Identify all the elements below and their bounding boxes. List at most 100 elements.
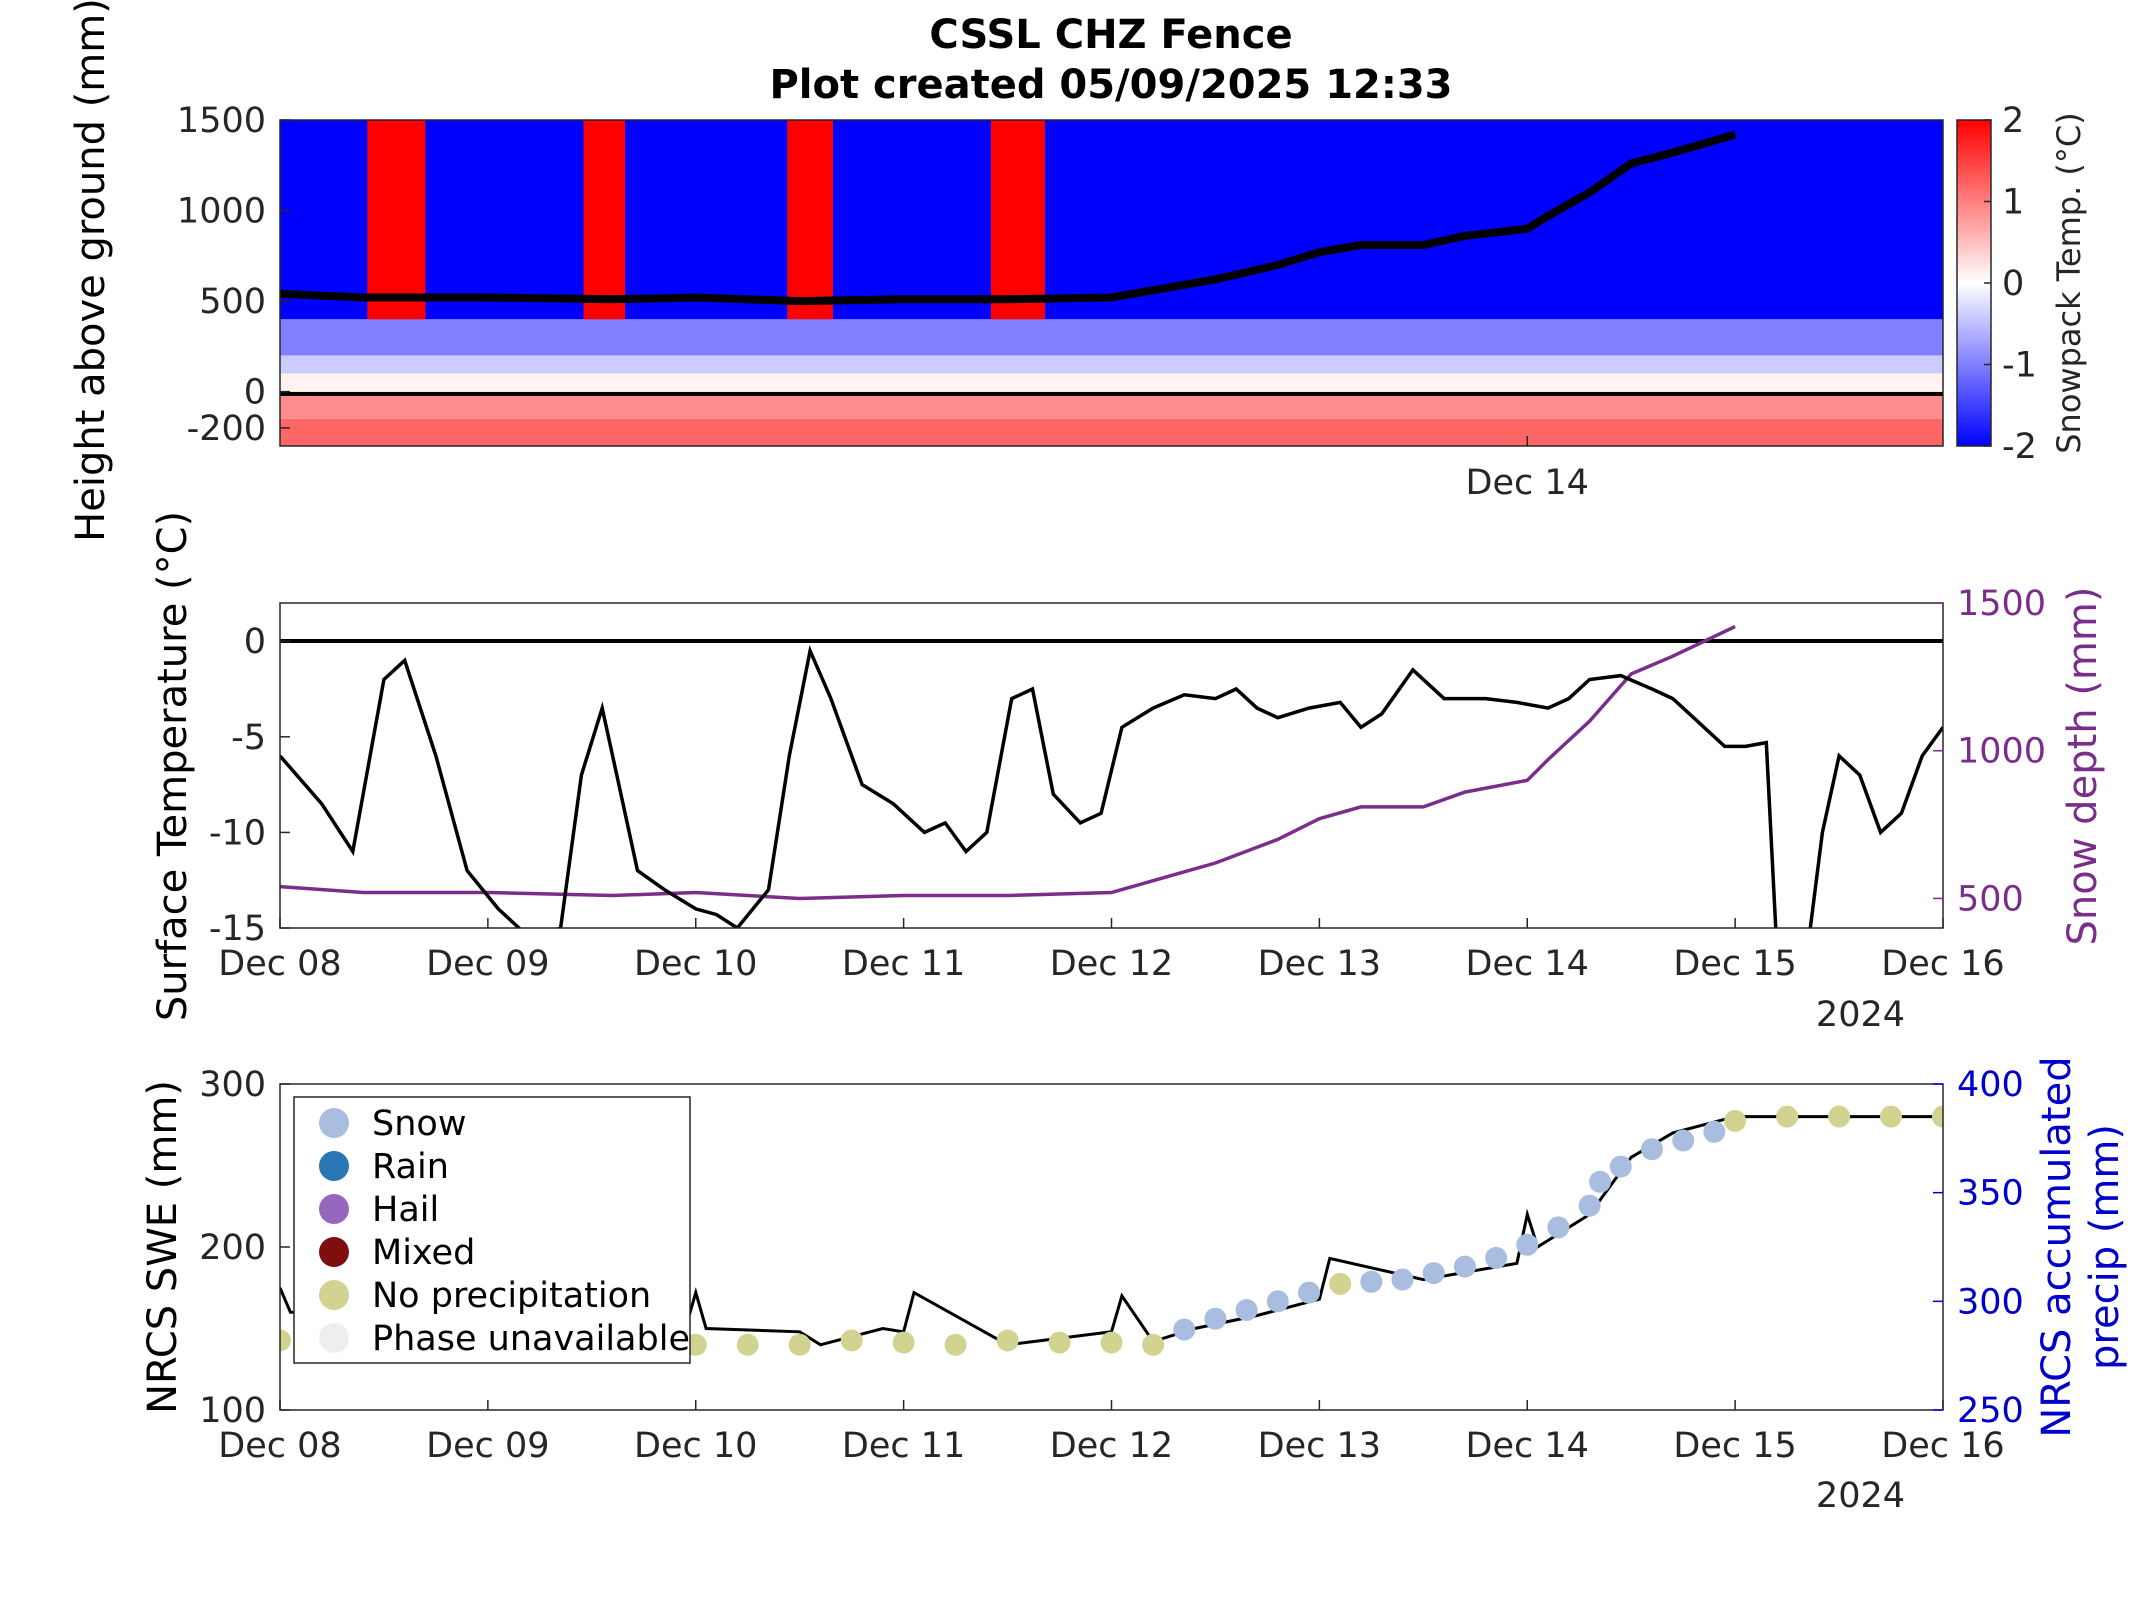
- surface-temp-x-tick-5: Dec 13: [1258, 944, 1381, 984]
- precip-y-axis-label-line1: NRCS accumulated: [2034, 1056, 2080, 1437]
- legend-marker-2: [319, 1194, 349, 1224]
- swe-x-tick-4: Dec 12: [1050, 1426, 1173, 1466]
- snow-depth-line: [280, 625, 1736, 901]
- precip-y-tick-0: 400: [1957, 1065, 2024, 1105]
- legend-marker-1: [319, 1151, 349, 1181]
- warm-band-0: [367, 120, 426, 320]
- swe-y-tick-1: 200: [199, 1228, 266, 1268]
- heatmap-snow-depth-line: [280, 130, 1737, 306]
- swe-x-tick-8: Dec 16: [1881, 1426, 2004, 1466]
- swe-y-ticks: 300 200 100: [199, 1065, 290, 1431]
- surface-temp-y-tick-1: -5: [231, 718, 266, 758]
- snow-depth-y-axis-label: Snow depth (mm): [2060, 587, 2106, 946]
- heatmap-layer-1: [280, 391, 1943, 419]
- legend-box: [293, 1096, 691, 1364]
- precip-point-21: [1266, 1290, 1289, 1313]
- colorbar-tick-3: -1: [2002, 346, 2037, 386]
- precip-y-tick-2: 300: [1957, 1282, 2024, 1322]
- precip-point-12: [892, 1331, 915, 1354]
- precip-point-36: [1703, 1120, 1726, 1143]
- precip-y-axis-label-line2: precip (mm): [2082, 1124, 2128, 1370]
- precip-point-10: [788, 1333, 811, 1356]
- warm-band-1: [583, 120, 626, 320]
- heatmap-layer-3: [280, 355, 1943, 374]
- chart-title-line1: CSSL CHZ Fence: [929, 12, 1292, 58]
- heatmap-x-tick-0: Dec 14: [1466, 463, 1589, 503]
- colorbar-tick-0: 2: [2002, 101, 2024, 141]
- precip-point-25: [1391, 1268, 1414, 1291]
- legend-marker-4: [319, 1280, 349, 1310]
- surface-temperature-line: [280, 644, 1943, 928]
- precip-point-38: [1776, 1105, 1799, 1128]
- heatmap-x-ticks: Dec 14: [1466, 436, 1589, 503]
- surface-temp-y-tick-0: 0: [244, 622, 266, 662]
- surface-temp-y-tick-2: -10: [209, 813, 266, 853]
- surface-temp-x-tick-8: Dec 16: [1881, 944, 2004, 984]
- precip-point-20: [1235, 1299, 1258, 1321]
- snow-depth-y-tick-2: 500: [1957, 879, 2024, 919]
- legend-entry-5: Phase unavailable: [372, 1319, 690, 1359]
- precip-point-0: [280, 1329, 291, 1352]
- swe-x-tick-2: Dec 10: [634, 1426, 757, 1466]
- swe-y-axis-label: NRCS SWE (mm): [140, 1080, 186, 1414]
- precip-point-19: [1204, 1307, 1227, 1330]
- swe-y-tick-0: 300: [199, 1065, 266, 1105]
- precip-point-40: [1880, 1105, 1902, 1128]
- heatmap-y-tick-4: -200: [187, 409, 266, 449]
- precip-point-39: [1828, 1105, 1851, 1128]
- precip-point-17: [1142, 1333, 1165, 1356]
- precip-point-32: [1589, 1170, 1611, 1193]
- precip-y-tick-1: 350: [1957, 1174, 2024, 1214]
- colorbar-tick-2: 0: [2002, 264, 2024, 304]
- snow-depth-y-tick-0: 1500: [1957, 584, 2046, 624]
- surface-temp-x-tick-1: Dec 09: [426, 944, 549, 984]
- precip-point-9: [736, 1333, 759, 1356]
- snow-depth-y-tick-1: 1000: [1957, 732, 2046, 772]
- heatmap-y-ticks: 1500 1000 500 0-200: [177, 101, 290, 449]
- precip-y-tick-3: 250: [1957, 1391, 2024, 1431]
- precip-point-13: [944, 1333, 967, 1356]
- heatmap-y-axis-label: Height above ground (mm): [68, 0, 114, 542]
- surface-temp-x-tick-2: Dec 10: [634, 944, 757, 984]
- precip-point-15: [1048, 1331, 1071, 1354]
- surface-temp-y-ticks: 0 -5 -10 -15: [209, 622, 290, 949]
- surface-temp-x-ticks: Dec 08 Dec 09 Dec 10 Dec 11 Dec 12 Dec 13 Dec …: [218, 918, 2005, 984]
- swe-x-ticks: Dec 08 Dec 09 Dec 10 Dec 11 Dec 12 Dec 13 Dec …: [218, 1400, 2005, 1466]
- swe-panel: 300 200 100 400 350 300 250 Dec 08 Dec 09 Dec 1…: [140, 1056, 2128, 1516]
- precip-point-26: [1422, 1262, 1445, 1285]
- surface-temp-panel: 0 -5 -10 -15 1500 1000 500 Dec 08 Dec 09 Dec 10…: [150, 511, 2106, 1035]
- swe-year-label: 2024: [1816, 1476, 1905, 1516]
- surface-temp-x-tick-0: Dec 08: [218, 944, 341, 984]
- surface-temp-x-tick-6: Dec 14: [1466, 944, 1589, 984]
- legend-marker-5: [319, 1323, 349, 1353]
- precip-point-31: [1578, 1194, 1601, 1217]
- precip-point-23: [1329, 1272, 1352, 1295]
- legend-entry-2: Hail: [372, 1190, 439, 1230]
- colorbar-label: Snowpack Temp. (°C): [2050, 112, 2088, 454]
- colorbar-tick-1: 1: [2002, 183, 2024, 223]
- swe-x-tick-7: Dec 15: [1673, 1426, 1796, 1466]
- surface-temp-y-axis-label: Surface Temperature (°C): [150, 511, 196, 1021]
- precip-point-41: [1932, 1105, 1943, 1128]
- legend-entry-1: Rain: [372, 1147, 449, 1187]
- swe-x-tick-1: Dec 09: [426, 1426, 549, 1466]
- surface-temp-x-tick-4: Dec 12: [1050, 944, 1173, 984]
- precip-point-22: [1298, 1281, 1320, 1304]
- heatmap-y-tick-3: 0: [244, 373, 266, 413]
- snow-depth-y-ticks: 1500 1000 500: [1933, 584, 2046, 919]
- heatmap-warm-bands: [367, 120, 1045, 320]
- precip-point-28: [1485, 1246, 1508, 1269]
- heatmap-layer-0: [280, 418, 1943, 446]
- surface-temp-year-label: 2024: [1816, 995, 1905, 1035]
- heatmap-layer-4: [280, 319, 1943, 356]
- swe-y-tick-2: 100: [199, 1391, 266, 1431]
- surface-temp-x-tick-3: Dec 11: [842, 944, 965, 984]
- swe-x-tick-0: Dec 08: [218, 1426, 341, 1466]
- chart-title-line2: Plot created 05/09/2025 12:33: [769, 62, 1452, 108]
- legend-entry-3: Mixed: [372, 1233, 475, 1273]
- precip-y-ticks: 400 350 300 250: [1933, 1065, 2024, 1431]
